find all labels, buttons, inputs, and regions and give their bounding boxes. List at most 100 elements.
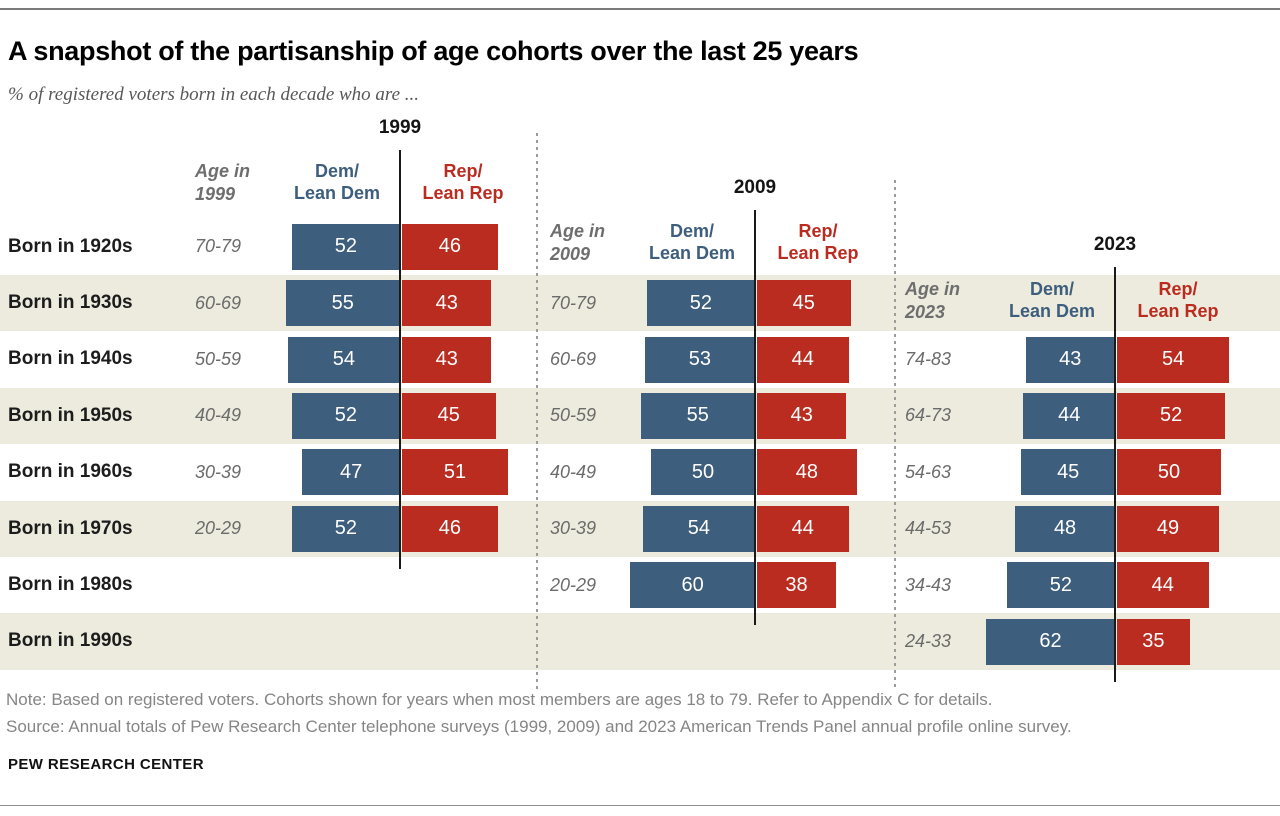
dem-bar: 52 — [291, 392, 400, 439]
age-range-label: 50-59 — [195, 348, 242, 369]
pew-research-center-wordmark: PEW RESEARCH CENTER — [8, 756, 204, 773]
cohort-label: Born in 1970s — [8, 517, 133, 539]
panel-year-2009: 2009 — [733, 177, 777, 198]
rep-bar: 46 — [402, 223, 498, 270]
dem-column-header: Dem/ Lean Dem — [1008, 279, 1096, 321]
dem-bar: 50 — [651, 449, 755, 496]
rep-value: 43 — [435, 291, 458, 314]
rep-bar: 48 — [757, 449, 857, 496]
rep-bar: 44 — [757, 336, 849, 383]
dem-bar: 54 — [642, 505, 755, 552]
cohort-label: Born in 1920s — [8, 235, 133, 257]
rep-bar: 38 — [757, 562, 837, 609]
rep-bar: 43 — [757, 392, 847, 439]
dem-value: 43 — [1059, 348, 1082, 370]
age-column-header: Age in 1999 — [195, 161, 251, 204]
cohort-label: Born in 1960s — [8, 461, 133, 483]
zero-axis-line — [399, 150, 401, 569]
dem-bar: 47 — [302, 449, 400, 496]
rep-bar: 50 — [1117, 449, 1221, 496]
dem-value: 53 — [688, 348, 711, 370]
panel-divider — [536, 133, 538, 690]
age-range-label: 50-59 — [550, 405, 597, 426]
panel-divider — [894, 180, 896, 690]
age-range-label: 60-69 — [550, 348, 597, 369]
rep-value: 46 — [438, 517, 461, 540]
panel-year-2023: 2023 — [1093, 234, 1137, 255]
rep-bar: 52 — [1117, 392, 1226, 439]
rep-value: 46 — [438, 235, 461, 258]
rep-value: 43 — [790, 404, 813, 427]
age-column-header: Age in 2009 — [550, 221, 606, 264]
rep-bar: 43 — [402, 336, 492, 383]
dem-bar: 43 — [1025, 336, 1115, 383]
dem-value: 55 — [686, 404, 709, 427]
dem-bar: 55 — [640, 392, 755, 439]
dem-bar: 52 — [291, 223, 400, 270]
dem-bar: 54 — [287, 336, 400, 383]
dem-value: 52 — [334, 235, 358, 258]
rep-value: 49 — [1156, 517, 1180, 540]
rep-value: 44 — [1151, 573, 1174, 596]
dem-value: 48 — [1053, 517, 1077, 540]
age-range-label: 30-39 — [195, 461, 242, 482]
rep-column-header: Rep/ Lean Rep — [1137, 279, 1219, 321]
dem-value: 62 — [1039, 630, 1062, 652]
age-range-label: 60-69 — [195, 292, 242, 313]
zero-axis-line — [754, 210, 756, 626]
rep-value: 38 — [785, 573, 808, 596]
age-column-header: Age in 2023 — [905, 279, 961, 322]
age-range-label: 70-79 — [195, 236, 242, 257]
age-range-label: 44-53 — [905, 518, 952, 539]
age-range-label: 20-29 — [195, 518, 242, 539]
dem-column-header: Dem/ Lean Dem — [648, 221, 736, 263]
zero-axis-line — [1114, 267, 1116, 682]
dem-value: 52 — [1049, 573, 1073, 596]
rep-column-header: Rep/ Lean Rep — [422, 161, 504, 203]
dem-bar: 52 — [1006, 562, 1115, 609]
dem-bar: 45 — [1021, 449, 1115, 496]
cohort-label: Born in 1980s — [8, 574, 133, 596]
rep-value: 43 — [435, 348, 458, 370]
dem-value: 47 — [339, 460, 363, 483]
rep-bar: 45 — [757, 280, 851, 327]
chart-subtitle: % of registered voters born in each deca… — [8, 84, 420, 105]
dem-column-header: Dem/ Lean Dem — [293, 161, 381, 203]
note-text: Note: Based on registered voters. Cohort… — [6, 690, 993, 709]
rep-value: 51 — [443, 460, 467, 483]
rep-bar: 44 — [757, 505, 849, 552]
dem-bar: 55 — [285, 280, 400, 327]
cohort-label: Born in 1940s — [8, 348, 133, 370]
age-range-label: 64-73 — [905, 405, 952, 426]
dem-bar: 52 — [646, 280, 755, 327]
rep-bar: 45 — [402, 392, 496, 439]
age-range-label: 24-33 — [905, 630, 952, 651]
chart-title: A snapshot of the partisanship of age co… — [8, 36, 859, 66]
dem-value: 52 — [334, 404, 358, 427]
age-range-label: 70-79 — [550, 292, 597, 313]
dem-value: 52 — [334, 517, 358, 540]
age-range-label: 54-63 — [905, 461, 952, 482]
dem-value: 54 — [332, 348, 355, 370]
age-range-label: 20-29 — [550, 574, 597, 595]
top-rule — [0, 8, 1280, 10]
rep-value: 44 — [791, 517, 814, 540]
age-range-label: 40-49 — [195, 405, 242, 426]
cohort-label: Born in 1990s — [8, 630, 133, 652]
dem-bar: 62 — [986, 618, 1115, 665]
panel-year-1999: 1999 — [378, 117, 422, 138]
source-text: Source: Annual totals of Pew Research Ce… — [6, 717, 1072, 736]
dem-value: 60 — [681, 573, 704, 596]
cohort-label: Born in 1950s — [8, 404, 133, 426]
dem-bar: 48 — [1015, 505, 1115, 552]
rep-value: 35 — [1142, 630, 1165, 652]
rep-bar: 43 — [402, 280, 492, 327]
rep-column-header: Rep/ Lean Rep — [777, 221, 859, 263]
rep-value: 50 — [1157, 460, 1181, 483]
dem-bar: 52 — [291, 505, 400, 552]
dem-bar: 44 — [1023, 392, 1115, 439]
rep-value: 54 — [1162, 348, 1185, 370]
dem-bar: 60 — [630, 562, 755, 609]
